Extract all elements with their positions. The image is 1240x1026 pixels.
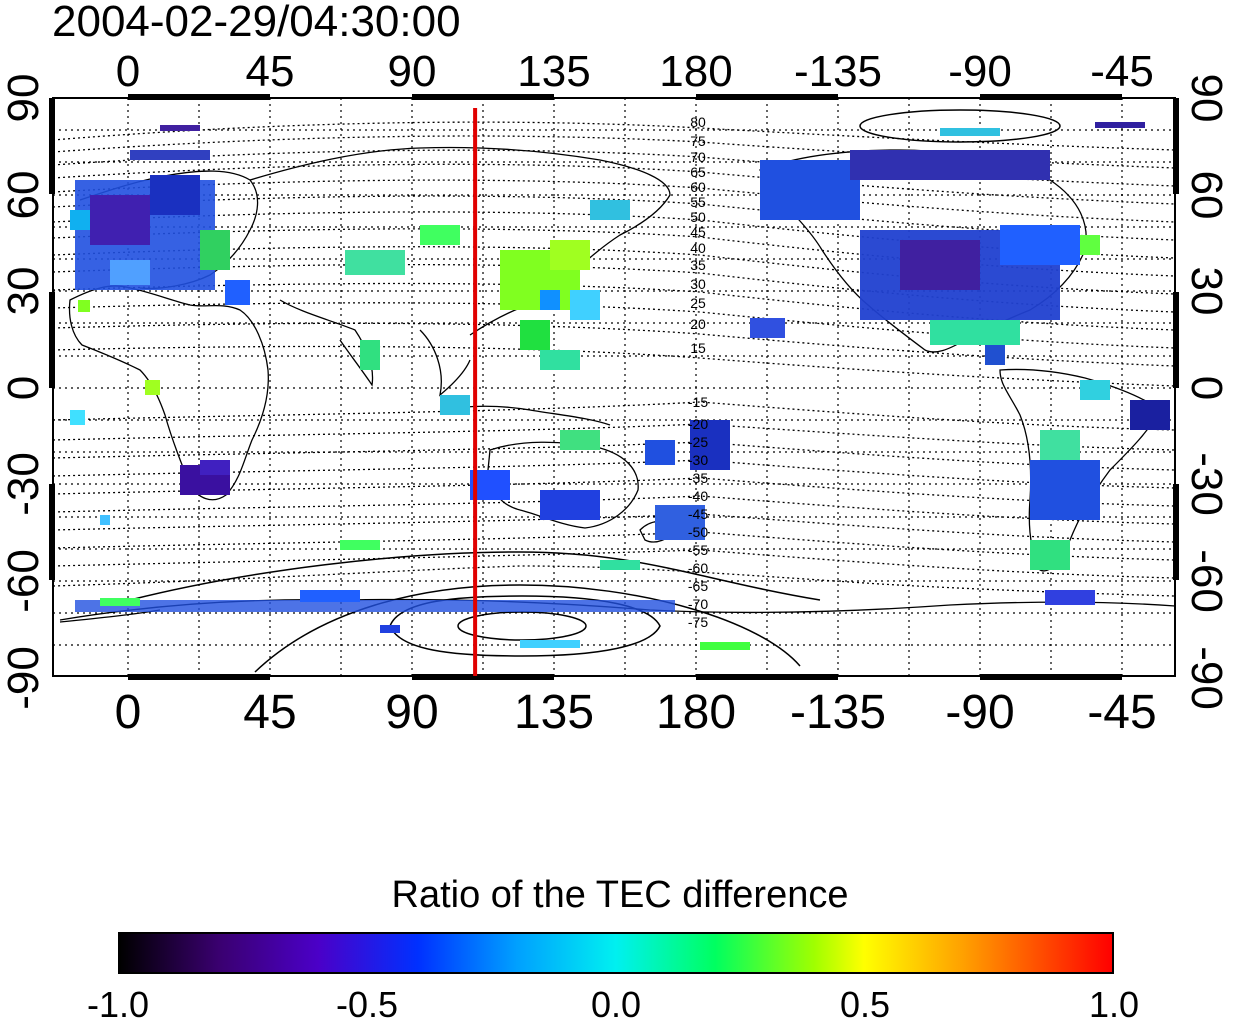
contour-label: -35 — [688, 470, 708, 486]
colorbar-tick-label: -1.0 — [86, 984, 150, 1025]
contour-label: 65 — [690, 164, 706, 180]
map-frame — [52, 97, 1176, 677]
lon-tick-label: -45 — [1087, 686, 1156, 739]
contour-label: -30 — [688, 452, 708, 468]
lat-tick-label: -30 — [1182, 452, 1231, 516]
lon-tick-label: -90 — [945, 686, 1014, 739]
lon-tick-label: 45 — [243, 686, 296, 739]
lon-tick-label: 90 — [388, 47, 437, 96]
contour-label: -55 — [688, 542, 708, 558]
top-longitude-labels: 0 45 90 135 180 -135 -90 -45 — [116, 47, 1154, 96]
polar-contours — [129, 109, 1061, 673]
lat-tick-label: 90 — [0, 74, 48, 123]
lon-tick-label: 90 — [385, 686, 438, 739]
contour-label: -20 — [688, 416, 708, 432]
contour-label: -75 — [688, 614, 708, 630]
lon-tick-label: 135 — [514, 686, 594, 739]
magnetic-latitude-contours — [52, 121, 1176, 597]
contour-label: -50 — [688, 524, 708, 540]
contour-label: -45 — [688, 506, 708, 522]
contour-label: 30 — [690, 276, 706, 292]
lon-tick-label: 45 — [246, 47, 295, 96]
colorbar-tick-label: 0.5 — [839, 984, 891, 1025]
lat-tick-label: 0 — [0, 376, 48, 400]
map-title: 2004-02-29/04:30:00 — [52, 0, 461, 46]
lon-tick-label: 0 — [116, 47, 140, 96]
contour-label: 70 — [690, 149, 706, 165]
lon-tick-label: 135 — [517, 47, 590, 96]
lat-tick-label: -90 — [0, 646, 48, 710]
colorbar-tick-label: 1.0 — [1088, 984, 1140, 1025]
lat-tick-label: 30 — [1182, 267, 1231, 316]
contour-label: 15 — [690, 340, 706, 356]
bottom-longitude-labels: 0 45 90 135 180 -135 -90 -45 — [115, 686, 1157, 739]
contour-label: 80 — [690, 114, 706, 130]
lat-tick-label: 60 — [0, 171, 48, 220]
lat-tick-label: 90 — [1182, 74, 1231, 123]
lon-tick-label: 180 — [659, 47, 732, 96]
tec-data-patches — [70, 122, 1170, 650]
contour-label: 25 — [690, 295, 706, 311]
colorbar-title: Ratio of the TEC difference — [391, 874, 849, 916]
right-latitude-labels: 90 60 30 0 -30 -60 -90 — [1182, 74, 1231, 710]
contour-label: -25 — [688, 434, 708, 450]
lat-tick-label: 60 — [1182, 171, 1231, 220]
lon-tick-label: -135 — [794, 47, 882, 96]
lat-tick-label: -30 — [0, 452, 48, 516]
contour-label: -60 — [688, 560, 708, 576]
lat-tick-label: 0 — [1182, 376, 1231, 400]
colorbar-tick-label: -0.5 — [335, 984, 399, 1025]
contour-label: 50 — [690, 209, 706, 225]
axis-scale-bars — [49, 94, 1179, 680]
contour-labels: 80 75 70 65 60 55 50 45 40 35 30 25 20 1… — [688, 114, 708, 630]
lat-tick-label: -90 — [1182, 646, 1231, 710]
contour-label: 55 — [690, 194, 706, 210]
contour-label: -65 — [688, 578, 708, 594]
lon-tick-label: -90 — [948, 47, 1012, 96]
lon-tick-label: 180 — [656, 686, 736, 739]
contour-label: 20 — [690, 316, 706, 332]
tec-ratio-map: 80 75 70 65 60 55 50 45 40 35 30 25 20 1… — [0, 47, 1231, 739]
left-latitude-labels: 90 60 30 0 -30 -60 -90 — [0, 74, 48, 710]
contour-label: -15 — [688, 394, 708, 410]
contour-label: -40 — [688, 488, 708, 504]
lat-tick-label: -60 — [0, 549, 48, 613]
lat-tick-label: -60 — [1182, 549, 1231, 613]
lon-tick-label: 0 — [115, 686, 142, 739]
contour-label: 60 — [690, 179, 706, 195]
colorbar-tick-label: 0.0 — [590, 984, 642, 1025]
contour-label: 75 — [690, 133, 706, 149]
contour-label: -70 — [688, 596, 708, 612]
contour-label: 45 — [690, 224, 706, 240]
contour-label: 40 — [690, 240, 706, 256]
colorbar-gradient — [118, 932, 1114, 974]
contour-label: 35 — [690, 257, 706, 273]
lon-tick-label: -45 — [1090, 47, 1154, 96]
lat-tick-label: 30 — [0, 267, 48, 316]
lon-tick-label: -135 — [790, 686, 886, 739]
